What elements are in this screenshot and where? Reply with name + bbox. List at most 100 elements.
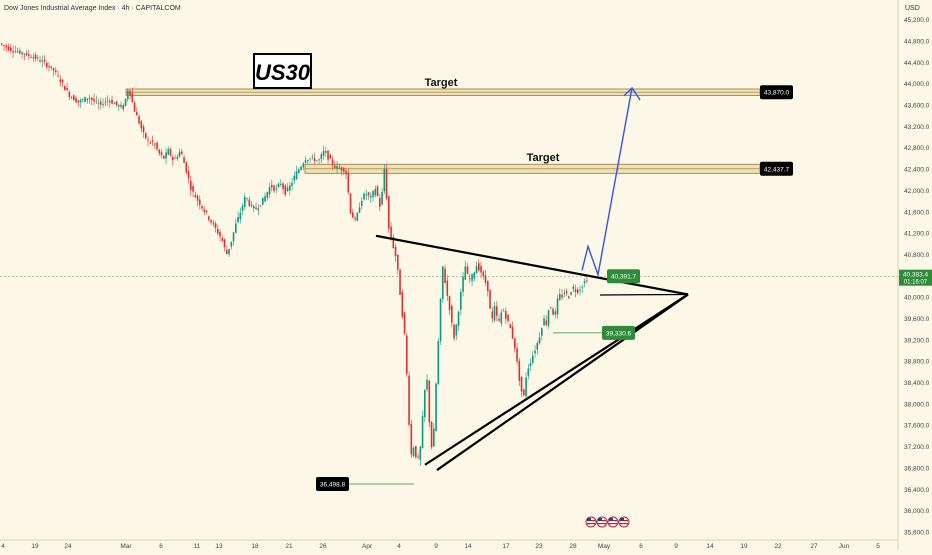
y-tick-label: 42,000.0	[904, 188, 930, 195]
candle	[140, 121, 143, 129]
candle	[68, 91, 71, 98]
candle	[453, 324, 455, 339]
flag-canton	[609, 518, 613, 521]
candle	[113, 103, 116, 105]
candle	[565, 291, 568, 294]
projection-arrowhead	[623, 86, 641, 101]
candle	[55, 70, 57, 72]
y-tick-label: 39,200.0	[904, 337, 930, 344]
candle	[37, 57, 39, 59]
triangle-lower-inner-line[interactable]	[436, 293, 689, 471]
candle	[457, 311, 460, 326]
target-label: Target	[527, 152, 560, 164]
candle	[527, 368, 530, 376]
y-tick-label: 39,600.0	[904, 316, 930, 323]
candle	[149, 142, 152, 144]
x-tick-label: 19	[740, 543, 748, 550]
candle	[106, 100, 109, 102]
candle	[322, 150, 325, 156]
candle	[367, 192, 370, 196]
candle	[145, 132, 147, 139]
candle	[311, 156, 314, 158]
candle	[579, 289, 581, 291]
candle	[349, 193, 352, 214]
candle	[102, 104, 104, 105]
candle	[410, 423, 413, 455]
candle	[57, 75, 59, 77]
candle	[469, 278, 471, 280]
flag-stripe	[598, 523, 606, 525]
candle	[172, 156, 174, 161]
candle	[511, 326, 514, 339]
flag-stripe	[609, 523, 617, 525]
candle	[385, 168, 388, 199]
candle	[185, 162, 188, 173]
candle	[496, 306, 498, 316]
candle	[363, 193, 365, 200]
candle	[1, 43, 3, 45]
x-tick-label: 19	[31, 543, 39, 550]
candle	[505, 310, 507, 319]
candle	[356, 213, 359, 221]
candle	[28, 54, 30, 56]
candle	[259, 205, 262, 207]
candle	[48, 66, 50, 68]
candle	[93, 98, 95, 102]
candle	[217, 229, 219, 234]
candle	[262, 197, 264, 205]
candle	[210, 219, 212, 223]
candle	[253, 205, 255, 209]
candle	[127, 90, 129, 100]
candle	[246, 198, 248, 200]
candle	[437, 341, 440, 384]
x-tick-label: 11	[194, 543, 201, 550]
candle	[478, 263, 480, 271]
candle	[383, 169, 386, 192]
candle	[561, 294, 563, 298]
candle	[194, 195, 197, 198]
y-tick-label: 38,800.0	[904, 359, 930, 366]
candle	[424, 389, 426, 418]
candle	[403, 312, 406, 334]
candle	[581, 287, 584, 289]
candle	[473, 272, 476, 279]
candle	[289, 185, 291, 191]
candle	[73, 95, 75, 101]
candle	[462, 276, 464, 292]
candle	[151, 140, 154, 142]
candle	[543, 318, 545, 326]
projection-path[interactable]	[581, 87, 633, 278]
y-tick-label: 36,400.0	[904, 487, 930, 494]
candle	[12, 50, 14, 53]
candle	[388, 196, 390, 229]
candle	[392, 237, 395, 248]
current-price-countdown: 01:16:07	[904, 280, 928, 286]
candle	[30, 57, 32, 58]
triangle-lower-line[interactable]	[424, 293, 689, 466]
candle	[491, 311, 494, 319]
candle	[516, 348, 518, 362]
candle	[304, 160, 307, 163]
candle	[568, 296, 570, 299]
y-tick-label: 37,200.0	[904, 444, 930, 451]
x-tick-label: 26	[319, 543, 327, 550]
candle	[255, 207, 257, 210]
candle	[372, 191, 374, 198]
x-tick-label: Mar	[120, 543, 132, 550]
candle	[199, 199, 201, 206]
candle	[309, 158, 311, 160]
candle	[464, 266, 467, 280]
candle	[550, 307, 552, 309]
triangle-upper-line[interactable]	[375, 234, 689, 296]
candle	[347, 173, 350, 193]
current-price-tag	[899, 269, 932, 286]
candle	[266, 192, 269, 198]
candle	[376, 186, 379, 196]
candle	[295, 171, 298, 180]
currency-label: USD	[905, 5, 920, 12]
candle	[5, 45, 8, 48]
candle	[563, 293, 566, 295]
level-price-label: 40,391.7	[611, 274, 637, 281]
x-tick-label: 22	[774, 543, 782, 550]
